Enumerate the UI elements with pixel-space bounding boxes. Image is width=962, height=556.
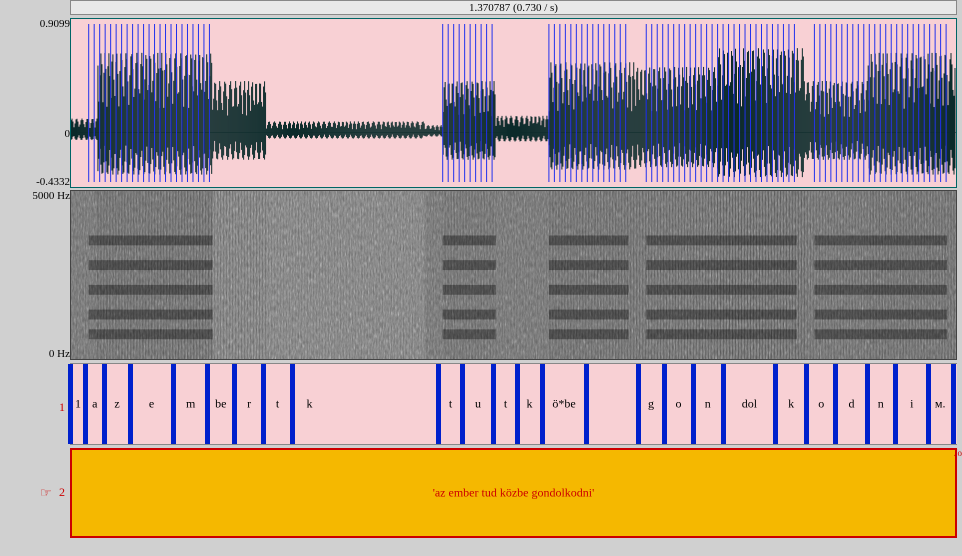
segment-boundary[interactable]	[102, 364, 107, 444]
segment-label: n	[878, 397, 884, 412]
spectrogram-svg	[71, 191, 956, 359]
segment-label: ö*be	[552, 397, 575, 412]
segment-boundary[interactable]	[804, 364, 809, 444]
segment-label: o	[818, 397, 824, 412]
segment-label: d	[848, 397, 854, 412]
segment-boundary[interactable]	[491, 364, 496, 444]
segment-label: u	[475, 397, 481, 412]
tier1-number: 1	[45, 400, 65, 415]
segment-boundary[interactable]	[773, 364, 778, 444]
spectro-top-label: 5000 Hz	[0, 190, 70, 202]
segment-boundary[interactable]	[436, 364, 441, 444]
segment-label: be	[215, 397, 226, 412]
segment-tier-1[interactable]: 1a z e m be r t k t u t k ö*be g o n dol k o d n i м.	[70, 363, 957, 445]
segment-label: e	[149, 397, 154, 412]
right-marker: Jo	[954, 448, 962, 538]
waveform-ymin: -0.4332	[0, 176, 70, 188]
segment-label: m	[186, 397, 195, 412]
segment-label: g	[648, 397, 654, 412]
sentence-text: 'az ember tud közbe gondolkodni'	[433, 486, 595, 501]
segment-label: dol	[742, 397, 757, 412]
segment-label: t	[276, 397, 279, 412]
segment-boundary[interactable]	[128, 364, 133, 444]
segment-boundary[interactable]	[205, 364, 210, 444]
segment-boundary[interactable]	[951, 364, 956, 444]
time-ruler[interactable]: 1.370787 (0.730 / s)	[70, 0, 957, 15]
segment-label: i	[910, 397, 913, 412]
spectro-bottom-label: 0 Hz	[0, 348, 70, 360]
spectrogram-panel[interactable]	[70, 190, 957, 360]
segment-boundary[interactable]	[171, 364, 176, 444]
segment-boundary[interactable]	[515, 364, 520, 444]
waveform-svg	[71, 19, 956, 187]
tier2-number: 2	[45, 485, 65, 500]
segment-boundary[interactable]	[290, 364, 295, 444]
segment-label: 1	[75, 397, 81, 412]
segment-label: a	[92, 397, 97, 412]
segment-boundary[interactable]	[636, 364, 641, 444]
segment-label: r	[247, 397, 251, 412]
segment-label: t	[449, 397, 452, 412]
segment-label: o	[675, 397, 681, 412]
segment-boundary[interactable]	[261, 364, 266, 444]
segment-label: z	[114, 397, 119, 412]
segment-tier-2[interactable]: 'az ember tud közbe gondolkodni'	[70, 448, 957, 538]
segment-boundary[interactable]	[833, 364, 838, 444]
segment-boundary[interactable]	[691, 364, 696, 444]
waveform-ymax: 0.9099	[0, 18, 70, 30]
segment-boundary[interactable]	[721, 364, 726, 444]
segment-boundary[interactable]	[68, 364, 73, 444]
segment-label: t	[504, 397, 507, 412]
segment-boundary[interactable]	[83, 364, 88, 444]
waveform-panel[interactable]	[70, 18, 957, 188]
time-cursor-label: 1.370787 (0.730 / s)	[469, 2, 558, 14]
segment-boundary[interactable]	[460, 364, 465, 444]
segment-boundary[interactable]	[926, 364, 931, 444]
segment-label: k	[788, 397, 794, 412]
segment-boundary[interactable]	[584, 364, 589, 444]
waveform-yzero: 0	[0, 128, 70, 140]
praat-window: 1.370787 (0.730 / s) 0.9099 0 -0.4332 50…	[0, 0, 962, 556]
segment-boundary[interactable]	[893, 364, 898, 444]
segment-boundary[interactable]	[662, 364, 667, 444]
segment-boundary[interactable]	[232, 364, 237, 444]
segment-label: м.	[935, 397, 946, 412]
segment-boundary[interactable]	[540, 364, 545, 444]
segment-boundary[interactable]	[865, 364, 870, 444]
segment-label: k	[306, 397, 312, 412]
segment-label: n	[705, 397, 711, 412]
segment-label: k	[526, 397, 532, 412]
